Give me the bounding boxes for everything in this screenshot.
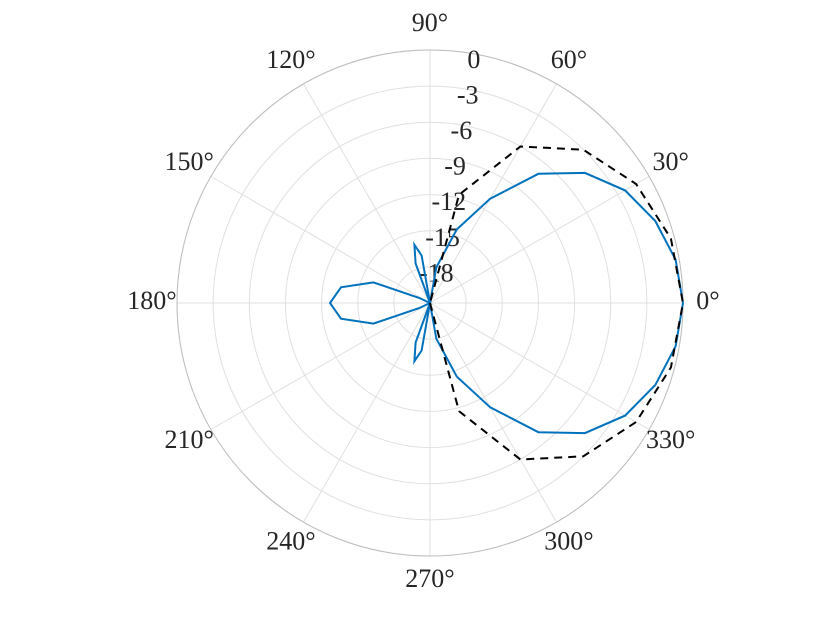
r-tick-label: -9 [444, 152, 466, 181]
theta-tick-label: 210° [165, 425, 214, 454]
theta-tick-label: 90° [412, 8, 448, 37]
theta-tick-label: 150° [165, 147, 214, 176]
series-line [328, 171, 684, 435]
grid-spoke [429, 176, 650, 304]
grid-spoke [210, 302, 431, 430]
theta-tick-label: 120° [266, 45, 315, 74]
r-tick-label: -12 [431, 187, 466, 216]
grid-spoke [210, 176, 431, 304]
theta-tick-label: 0° [696, 286, 719, 315]
r-tick-label: -3 [457, 80, 479, 109]
r-tick-label: -15 [425, 223, 460, 252]
theta-tick-label: 60° [551, 45, 587, 74]
theta-tick-label: 270° [405, 564, 454, 593]
theta-tick-label: 240° [266, 527, 315, 556]
grid-spoke [303, 302, 431, 523]
series-line [429, 145, 685, 461]
grid-spoke [303, 83, 431, 304]
grid-spoke [429, 83, 557, 304]
grid-spoke [429, 302, 650, 430]
theta-tick-label: 30° [653, 147, 689, 176]
theta-tick-label: 330° [646, 425, 695, 454]
theta-tick-label: 300° [544, 527, 593, 556]
r-tick-label: 0 [467, 45, 480, 74]
grid-spoke [429, 302, 557, 523]
r-tick-label: -6 [451, 116, 473, 145]
theta-tick-label: 180° [127, 286, 176, 315]
